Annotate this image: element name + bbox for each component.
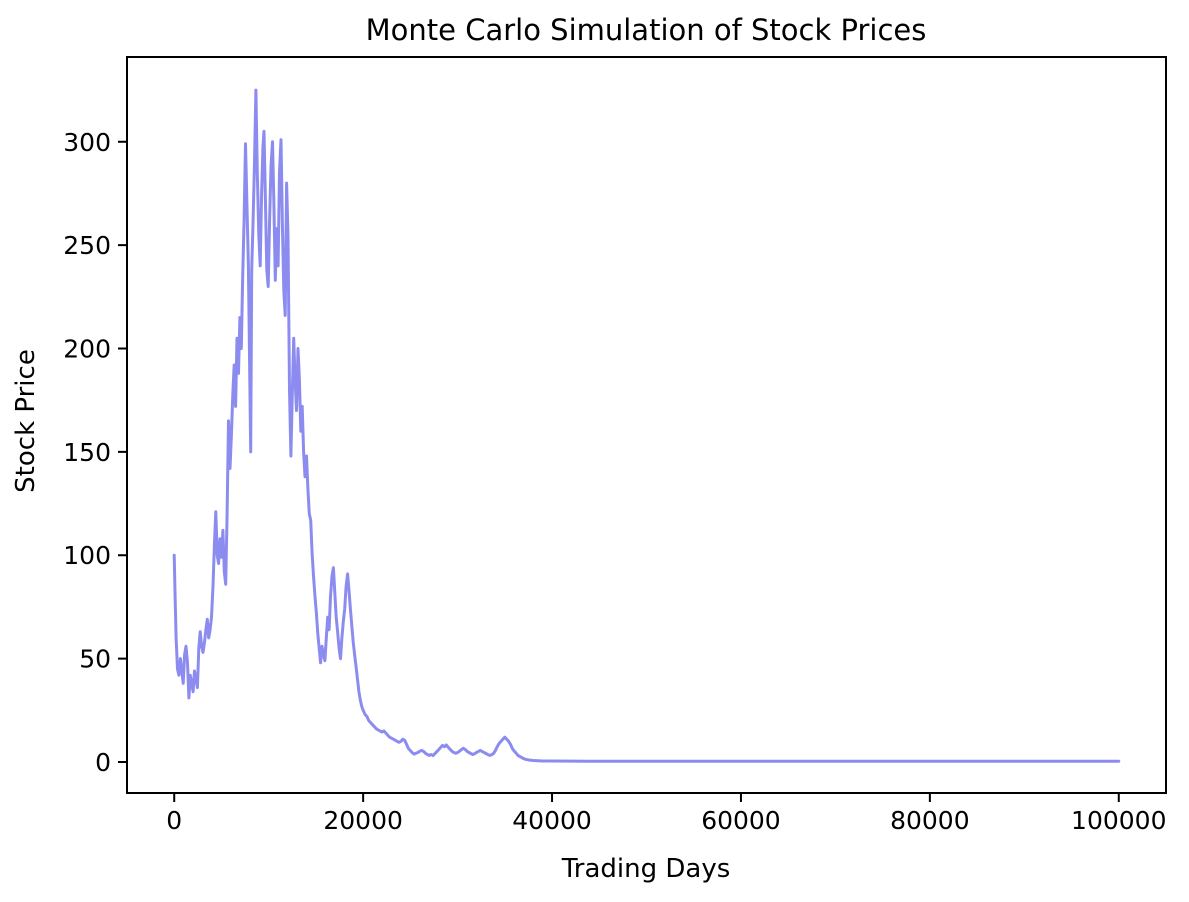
x-tick-label: 80000 — [890, 806, 970, 835]
x-axis-label: Trading Days — [561, 854, 731, 884]
x-tick-label: 40000 — [512, 806, 592, 835]
x-tick-label: 0 — [166, 806, 182, 835]
y-tick-label: 50 — [79, 645, 111, 674]
chart-title: Monte Carlo Simulation of Stock Prices — [366, 13, 927, 47]
x-tick-label: 100000 — [1071, 806, 1166, 835]
x-tick-label: 20000 — [323, 806, 403, 835]
x-tick-label: 60000 — [701, 806, 781, 835]
price-line — [172, 88, 1121, 763]
y-tick-label: 200 — [63, 335, 111, 364]
y-tick-label: 100 — [63, 541, 111, 570]
y-tick-label: 250 — [63, 231, 111, 260]
y-axis-label: Stock Price — [11, 349, 41, 493]
plot-area: 0 20000 40000 60000 80000 100000 0 50 100 150 200 2… — [63, 56, 1167, 835]
axes-frame — [126, 56, 1167, 794]
y-tick-label: 150 — [63, 438, 111, 467]
y-tick-label: 0 — [95, 748, 111, 777]
y-tick-label: 300 — [63, 128, 111, 157]
